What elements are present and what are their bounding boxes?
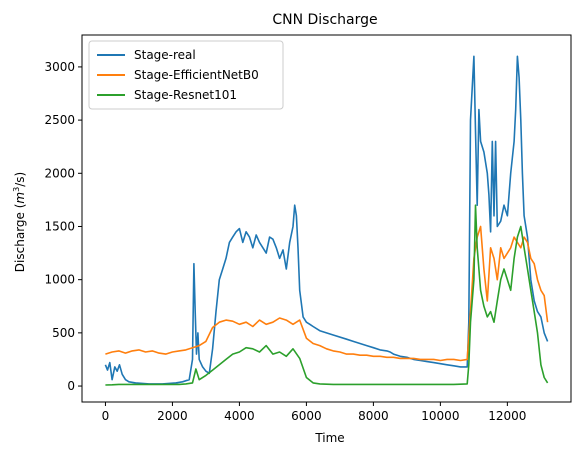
y-tick-label: 0 — [67, 379, 75, 393]
y-tick-label: 2500 — [44, 113, 75, 127]
legend: Stage-real Stage-EfficientNetB0 Stage-Resn… — [88, 40, 284, 110]
x-tick-label: 10000 — [421, 409, 459, 423]
legend-label: Stage-EfficientNetB0 — [134, 68, 259, 82]
legend-label: Stage-real — [134, 48, 196, 62]
y-tick-label: 1000 — [44, 273, 75, 287]
legend-box — [88, 40, 284, 110]
series-line-2 — [105, 204, 549, 386]
x-tick-label: 6000 — [291, 409, 322, 423]
x-tick-label: 8000 — [358, 409, 389, 423]
y-tick-label: 2000 — [44, 166, 75, 180]
x-tick-label: 0 — [102, 409, 110, 423]
x-axis-label: Time — [314, 431, 344, 445]
y-axis-label: Discharge (m3/s) — [12, 172, 27, 272]
x-tick-label: 12000 — [488, 409, 526, 423]
chart-title: CNN Discharge — [272, 12, 377, 28]
y-axis-label-main: Discharge ( — [13, 204, 27, 273]
y-axis-label-unit-base: m — [13, 192, 27, 204]
y-tick-label: 3000 — [44, 60, 75, 74]
x-axis: 0 2000 4000 6000 8000 10000 12000 — [102, 402, 526, 423]
series-line-0 — [104, 55, 549, 385]
x-tick-label: 4000 — [224, 409, 255, 423]
y-tick-label: 1500 — [44, 219, 75, 233]
y-axis-label-unit-exp: 3 — [12, 187, 21, 192]
plot-frame — [81, 34, 572, 403]
x-tick-label: 2000 — [157, 409, 188, 423]
y-axis: 0 500 1000 1500 2000 2500 3000 — [44, 60, 82, 393]
series-line-1 — [105, 225, 549, 362]
y-axis-label-unit-tail: /s) — [13, 172, 27, 187]
legend-label: Stage-Resnet101 — [134, 88, 237, 102]
y-tick-label: 500 — [52, 326, 75, 340]
